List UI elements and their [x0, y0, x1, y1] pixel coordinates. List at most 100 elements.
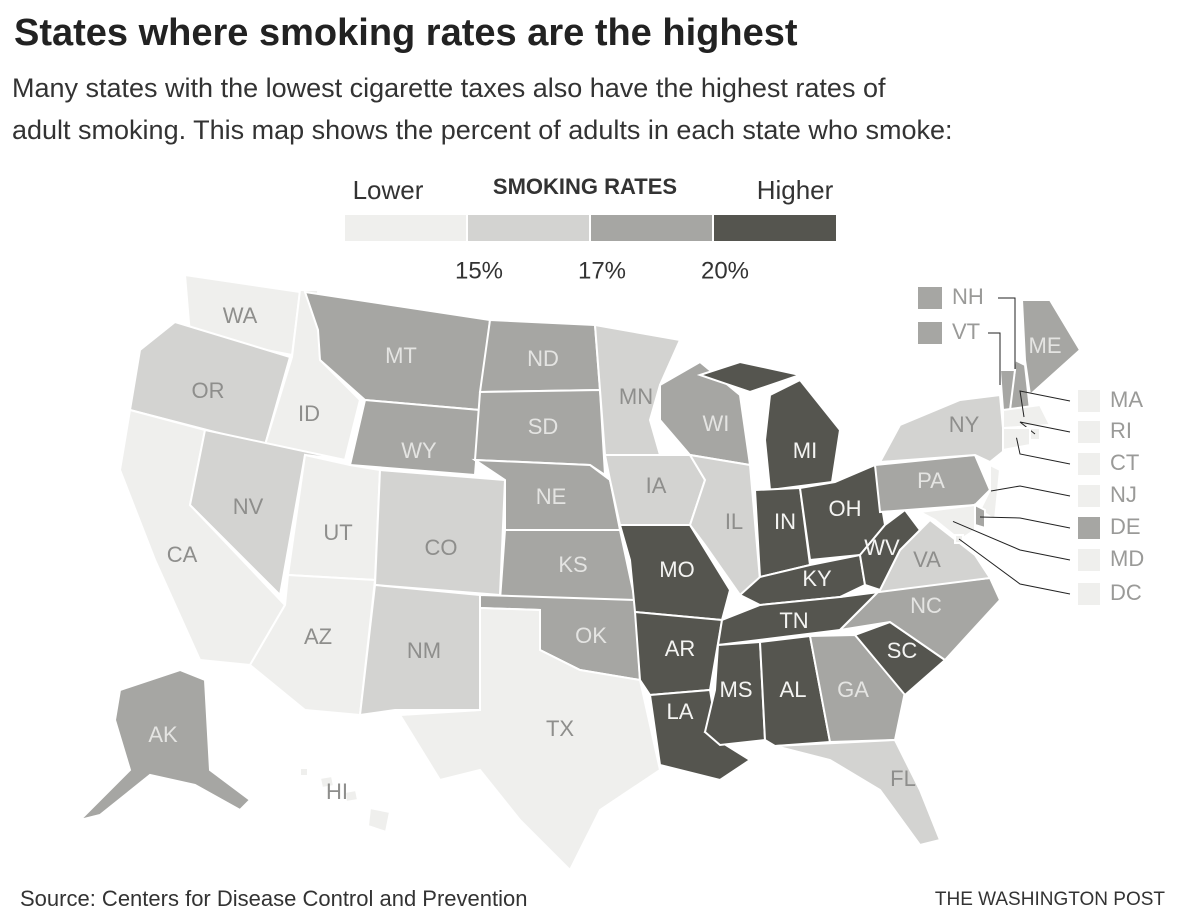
state-label: NE: [536, 484, 567, 509]
credit: THE WASHINGTON POST: [935, 889, 1166, 910]
state-label: GA: [837, 677, 869, 702]
state-label: SC: [887, 638, 918, 663]
state-label: VA: [913, 547, 941, 572]
state: [299, 767, 309, 777]
state: [593, 323, 682, 456]
state-label: DE: [1110, 514, 1141, 539]
state: [76, 668, 252, 822]
state-label: WA: [223, 303, 258, 328]
legend-swatch: [468, 215, 590, 241]
state-label: AR: [665, 636, 696, 661]
state: [373, 468, 507, 597]
state: [763, 378, 842, 492]
callout-swatch: [1078, 453, 1100, 475]
state-label: UT: [323, 520, 352, 545]
state-label: OR: [192, 378, 225, 403]
state: [348, 398, 482, 477]
state-label: IL: [725, 509, 743, 534]
state-label: IA: [646, 473, 667, 498]
state-label: MT: [385, 343, 417, 368]
callout-line: [988, 332, 1001, 385]
state: [188, 428, 346, 598]
callout-swatch: [1078, 390, 1100, 412]
state: [696, 360, 804, 394]
state-label: SD: [528, 414, 559, 439]
legend-swatch: [345, 215, 467, 241]
state-label: WY: [401, 438, 437, 463]
state: [858, 508, 922, 592]
state-label: TX: [546, 716, 574, 741]
state: [688, 453, 762, 597]
state-label: WV: [864, 535, 900, 560]
legend-break-label: 17%: [578, 257, 626, 284]
state-label: RI: [1110, 418, 1132, 443]
callout-swatch: [918, 322, 942, 344]
callout-swatch: [1078, 517, 1100, 539]
state-label: AZ: [304, 624, 332, 649]
state-label: IN: [774, 509, 796, 534]
callout-line: [979, 516, 1071, 529]
state-label: ME: [1029, 333, 1062, 358]
state-label: FL: [890, 766, 916, 791]
state-label: ID: [298, 401, 320, 426]
state-label: TN: [779, 608, 808, 633]
callout-line: [998, 297, 1016, 375]
state: [774, 738, 942, 847]
state-label: OK: [575, 623, 607, 648]
state: [343, 788, 360, 804]
state-label: KS: [558, 552, 587, 577]
state-label: NC: [910, 593, 942, 618]
state: [1002, 403, 1052, 430]
legend-title: SMOKING RATES: [493, 174, 677, 199]
state-label: WI: [703, 411, 730, 436]
state-label: MS: [720, 677, 753, 702]
callout-swatch: [1078, 485, 1100, 507]
state: [878, 393, 1007, 464]
state-label: DC: [1110, 580, 1142, 605]
state: [648, 688, 752, 782]
state: [358, 583, 481, 717]
state: [916, 503, 976, 542]
subtitle-line: Many states with the lowest cigarette ta…: [12, 73, 886, 103]
state-label: MD: [1110, 546, 1144, 571]
state-label: AK: [148, 722, 178, 747]
state: [974, 503, 986, 530]
legend-high: Higher: [757, 175, 834, 205]
source: Source: Centers for Disease Control and …: [20, 886, 527, 911]
state-label: MI: [793, 438, 817, 463]
title: States where smoking rates are the highe…: [14, 12, 798, 54]
callout-line: [958, 538, 1071, 595]
state: [808, 633, 907, 744]
state-label: VT: [952, 319, 980, 344]
state: [1020, 299, 1082, 397]
legend-low: Lower: [353, 175, 424, 205]
legend-swatch: [714, 215, 836, 241]
state-label: NH: [952, 284, 984, 309]
callout-swatch: [918, 287, 942, 309]
state-label: OH: [829, 496, 862, 521]
legend-break-label: 20%: [701, 257, 749, 284]
state: [286, 453, 382, 582]
state-label: MO: [659, 557, 694, 582]
state-label: CA: [167, 542, 198, 567]
callout-swatch: [1078, 549, 1100, 571]
state-label: AL: [780, 677, 807, 702]
state: [318, 774, 336, 790]
state-label: PA: [917, 468, 945, 493]
state-label: CT: [1110, 450, 1139, 475]
state-label: ND: [527, 346, 559, 371]
callout-swatch: [1078, 583, 1100, 605]
subtitle-line: adult smoking. This map shows the percen…: [12, 115, 953, 145]
state-label: HI: [326, 779, 348, 804]
state: [398, 606, 662, 872]
legend-break-label: 15%: [455, 257, 503, 284]
callout-line: [1019, 390, 1071, 418]
callout-line: [952, 520, 1071, 561]
state: [366, 806, 392, 834]
state-label: LA: [667, 699, 694, 724]
state-label: NM: [407, 638, 441, 663]
callout-line: [990, 485, 1071, 497]
legend-swatch: [591, 215, 713, 241]
callout-swatch: [1078, 421, 1100, 443]
